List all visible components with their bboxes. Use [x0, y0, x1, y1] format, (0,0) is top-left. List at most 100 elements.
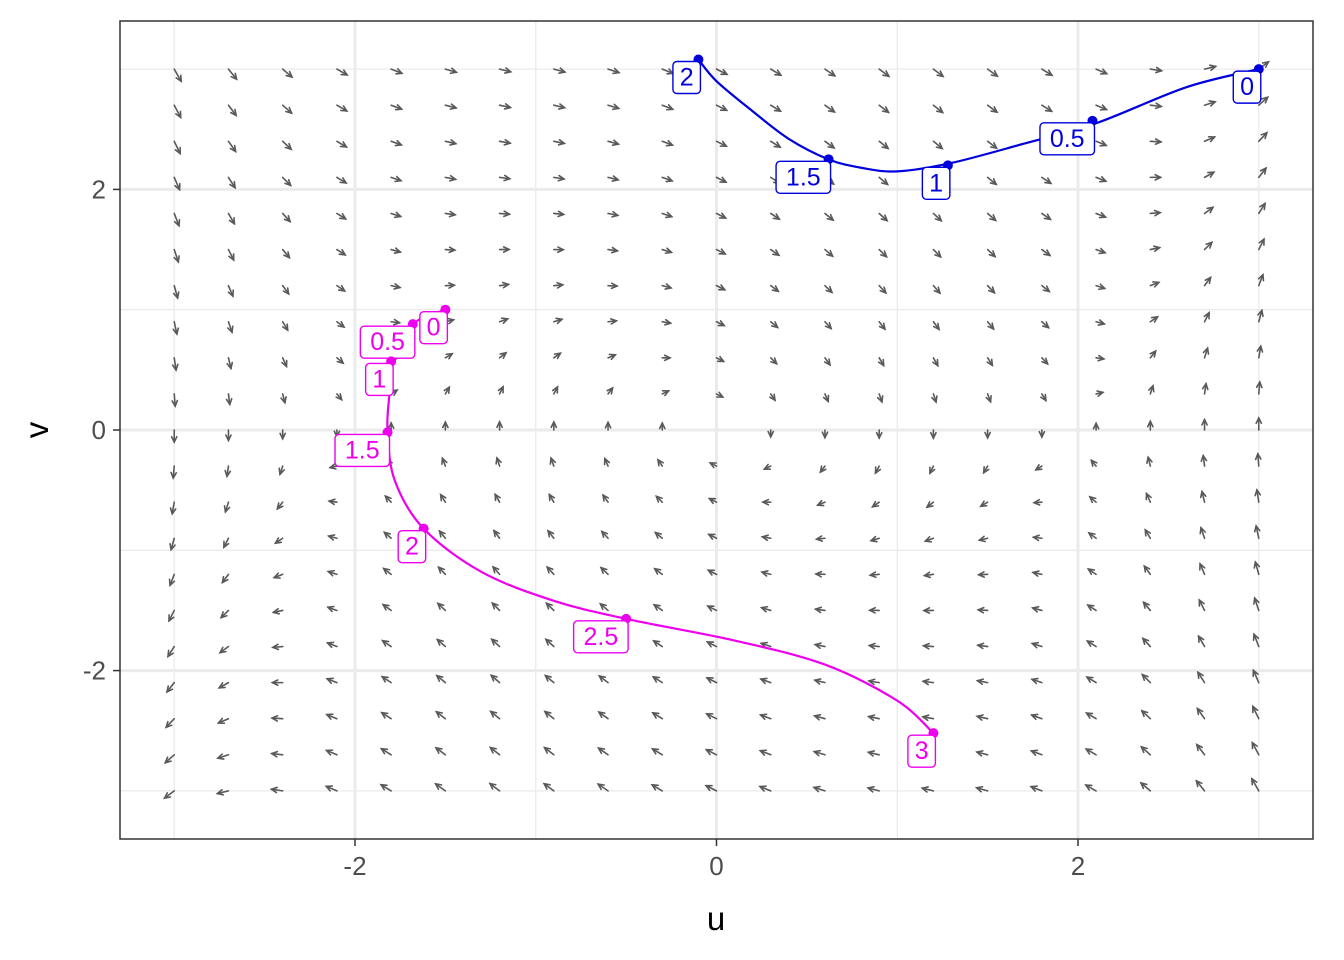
field-arrow-shaft — [553, 104, 566, 109]
point-label: 2 — [405, 533, 419, 561]
field-arrow-head — [664, 283, 673, 290]
field-arrow-head — [976, 606, 985, 614]
field-arrow-head — [772, 249, 781, 257]
field-arrow-head — [1205, 241, 1214, 249]
field-arrow-shaft — [1197, 671, 1206, 684]
field-arrow-head — [556, 281, 565, 289]
field-arrow-head — [338, 213, 348, 220]
field-arrow-head — [1096, 390, 1105, 397]
field-arrow-shaft — [1257, 453, 1260, 467]
field-arrow-head — [173, 255, 180, 264]
field-arrow-head — [394, 139, 404, 147]
field-arrow-head — [337, 320, 346, 329]
point-label-box — [572, 620, 629, 654]
field-arrow-head — [229, 144, 237, 154]
field-arrow-shaft — [1203, 65, 1217, 70]
field-arrow-head — [271, 607, 280, 615]
point-label-box — [364, 362, 394, 397]
field-arrow-head — [1040, 393, 1047, 403]
field-arrow-head — [497, 385, 504, 394]
point-label-box — [775, 160, 832, 195]
field-arrow-head — [611, 210, 620, 218]
field-arrow-shaft — [281, 140, 292, 151]
field-arrow-head — [652, 603, 661, 611]
field-arrow-shaft — [553, 68, 566, 73]
field-arrow-head — [340, 105, 349, 112]
field-arrow-head — [610, 246, 620, 254]
field-arrow-head — [380, 711, 389, 719]
field-arrow-head — [175, 74, 183, 83]
field-arrow-head — [1098, 211, 1108, 219]
field-arrow-shaft — [878, 140, 889, 150]
field-arrow-shaft — [1251, 777, 1260, 792]
field-arrow-head — [1144, 528, 1152, 537]
field-arrow-head — [1085, 640, 1095, 647]
field-arrow-head — [339, 141, 349, 148]
field-arrow-head — [448, 282, 457, 289]
field-arrow-shaft — [173, 176, 181, 191]
field-arrow-head — [501, 281, 511, 289]
field-arrow-head — [379, 783, 388, 791]
point-label: 1.5 — [786, 163, 821, 191]
field-arrow-head — [982, 465, 990, 475]
field-arrow-shaft — [498, 68, 512, 73]
field-arrow-head — [557, 103, 567, 110]
field-arrow-head — [544, 638, 553, 646]
field-arrow-head — [216, 717, 226, 725]
field-arrow-head — [336, 356, 345, 365]
field-arrow-shaft — [976, 751, 989, 756]
field-arrow-head — [542, 782, 551, 790]
field-arrow-head — [758, 785, 767, 792]
field-arrow-head — [394, 175, 403, 183]
field-arrow-head — [1253, 560, 1261, 569]
field-arrow-head — [1195, 743, 1203, 752]
field-arrow-shaft — [878, 104, 890, 114]
field-arrow-head — [230, 108, 238, 117]
field-arrow-head — [557, 174, 566, 182]
field-arrow-head — [665, 175, 674, 183]
field-arrow-head — [225, 397, 233, 407]
field-arrow-head — [223, 505, 231, 514]
field-arrow-head — [934, 250, 942, 259]
field-arrow-head — [174, 146, 181, 156]
field-arrow-head — [503, 103, 513, 110]
field-arrow-shaft — [759, 785, 772, 792]
field-arrow-head — [651, 675, 660, 683]
field-arrow-head — [975, 714, 984, 721]
field-arrow-shaft — [1256, 489, 1260, 503]
field-arrow-head — [932, 322, 941, 331]
field-arrow-shaft — [1257, 96, 1269, 107]
field-arrow-shaft — [769, 104, 782, 112]
field-arrow-head — [1029, 749, 1039, 757]
field-arrow-head — [825, 285, 834, 294]
field-arrow-head — [704, 784, 713, 792]
field-arrow-shaft — [281, 68, 293, 78]
field-arrow-head — [1259, 202, 1267, 211]
field-arrow-head — [936, 70, 945, 78]
field-arrow-head — [395, 68, 404, 75]
field-arrow-head — [1198, 562, 1206, 571]
field-arrow-head — [269, 750, 279, 758]
field-arrow-head — [1029, 785, 1038, 792]
field-arrow-head — [612, 67, 621, 75]
field-arrow-head — [443, 385, 451, 395]
field-arrow-head — [936, 106, 945, 114]
field-arrow-head — [216, 753, 225, 760]
field-arrow-head — [446, 317, 456, 325]
field-arrow-shaft — [813, 786, 826, 792]
field-arrow-shaft — [769, 68, 782, 76]
field-arrow-head — [974, 785, 984, 793]
field-arrow-shaft — [444, 104, 457, 109]
field-arrow-head — [934, 214, 943, 223]
field-arrow-shaft — [598, 711, 609, 720]
field-arrow-head — [1208, 100, 1217, 107]
field-arrow-head — [821, 431, 829, 440]
point-label-box — [1232, 70, 1262, 104]
field-arrow-head — [230, 72, 238, 81]
field-arrow-head — [762, 463, 772, 470]
field-arrow-head — [380, 675, 389, 683]
field-arrow-head — [975, 642, 985, 650]
field-arrow-head — [867, 606, 876, 614]
field-arrow-shaft — [651, 784, 664, 792]
